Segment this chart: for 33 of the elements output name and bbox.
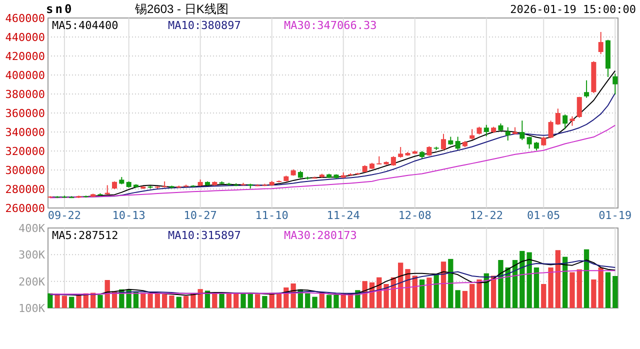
x-tick-label: 12-22 <box>470 209 503 222</box>
y-tick-label: 440000 <box>5 31 45 44</box>
x-tick-label: 10-27 <box>184 209 217 222</box>
y-tick-label: 380000 <box>5 88 45 101</box>
y-tick-label: 300K <box>18 248 46 262</box>
y-tick-label: 460000 <box>5 12 45 25</box>
x-tick-label: 01-05 <box>527 209 560 222</box>
y-tick-label: 200K <box>18 275 46 288</box>
x-tick-label: 11-24 <box>326 209 360 222</box>
y-tick-label: 300000 <box>5 164 45 177</box>
text: MA10:315897 <box>168 229 241 242</box>
x-tick-label: 11-10 <box>255 209 288 222</box>
y-tick-label: 420000 <box>5 50 45 63</box>
y-tick-label: 400K <box>18 222 46 235</box>
text: MA30:280173 <box>284 229 357 242</box>
y-tick-label: 340000 <box>5 126 45 139</box>
y-tick-label: 260000 <box>5 202 45 215</box>
chart-subtitle: 2026-01-19 15:00:00 <box>510 3 636 16</box>
x-tick-label: 10-13 <box>112 209 146 222</box>
chart-title: 锡2603 - 日K线图 <box>134 2 228 16</box>
x-tick-label: 01-19 <box>598 209 632 222</box>
x-tick-label: 12-08 <box>398 209 432 222</box>
text: MA10:380897 <box>168 19 241 32</box>
x-tick-label: 09-22 <box>48 209 82 222</box>
y-tick-label: 320000 <box>5 145 45 158</box>
text: MA5:287512 <box>52 229 118 242</box>
y-tick-label: 100K <box>18 302 46 315</box>
y-tick-label: 360000 <box>5 107 45 120</box>
text: MA30:347066.33 <box>284 19 377 32</box>
text: MA5:404400 <box>52 19 118 32</box>
y-tick-label: 400000 <box>5 69 45 82</box>
text: sn0 <box>46 2 74 16</box>
y-tick-label: 280000 <box>5 183 45 196</box>
